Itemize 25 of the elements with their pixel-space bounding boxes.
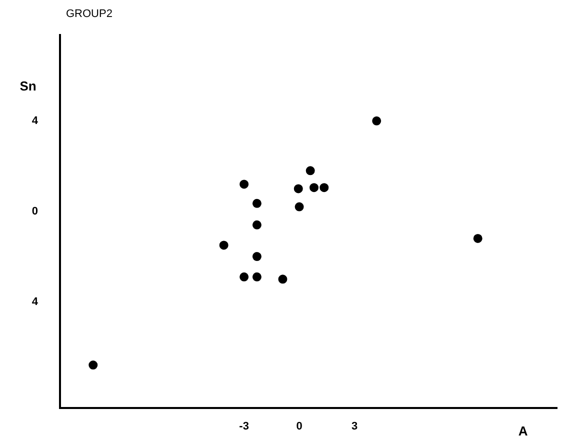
point bbox=[240, 180, 249, 189]
point bbox=[372, 116, 382, 126]
y-tick-label: 0 bbox=[32, 205, 38, 218]
point bbox=[306, 166, 315, 176]
chart-title: GROUP2 bbox=[66, 8, 112, 20]
point bbox=[278, 274, 288, 284]
point bbox=[219, 240, 228, 250]
point bbox=[252, 198, 262, 208]
y-axis-title: Sn bbox=[20, 78, 36, 94]
x-tick-label: 0 bbox=[296, 420, 302, 433]
point bbox=[294, 202, 304, 212]
point bbox=[294, 184, 303, 194]
point bbox=[310, 183, 319, 192]
point bbox=[252, 220, 262, 230]
point bbox=[320, 183, 329, 192]
point bbox=[240, 272, 249, 282]
point bbox=[252, 252, 262, 262]
y-tick-label: 4 bbox=[32, 114, 39, 127]
point bbox=[473, 234, 482, 243]
y-tick-label: 4 bbox=[32, 296, 39, 308]
point bbox=[88, 360, 98, 370]
x-tick-label: -3 bbox=[239, 420, 249, 433]
x-axis-title: A bbox=[518, 424, 528, 439]
x-tick-label: 3 bbox=[351, 420, 358, 433]
point bbox=[252, 272, 262, 282]
